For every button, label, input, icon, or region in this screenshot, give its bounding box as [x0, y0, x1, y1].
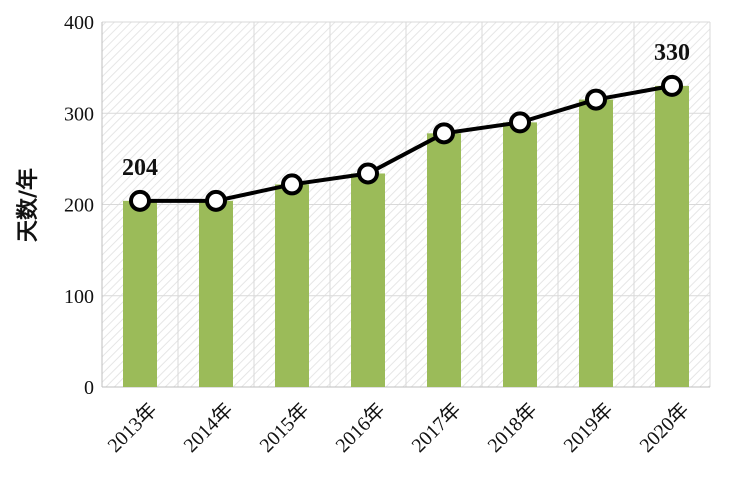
line-marker: [281, 173, 303, 196]
bar: [275, 184, 309, 387]
y-tick-label: 200: [64, 195, 94, 217]
x-tick-label: 2016年: [331, 398, 390, 457]
x-tick-label: 2020年: [635, 398, 694, 457]
bar: [579, 99, 613, 387]
line-marker: [509, 111, 531, 134]
line-series: [129, 74, 683, 212]
x-tick-label: 2015年: [255, 398, 314, 457]
bar: [427, 133, 461, 387]
data-label: 330: [654, 40, 690, 66]
x-tick-label: 2019年: [559, 398, 618, 457]
line-marker: [357, 162, 379, 185]
bar: [503, 122, 537, 387]
x-tick-label: 2018年: [483, 398, 542, 457]
bar: [351, 173, 385, 387]
line-marker: [205, 189, 227, 212]
y-tick-label: 300: [64, 103, 94, 125]
y-tick-label: 0: [84, 377, 94, 399]
line-marker: [433, 122, 455, 145]
line-marker: [585, 88, 607, 111]
bar: [123, 200, 157, 387]
line-marker: [661, 74, 683, 97]
series-line: [140, 83, 673, 203]
x-tick-label: 2014年: [179, 398, 238, 457]
bar: [655, 85, 689, 387]
data-label: 204: [122, 155, 158, 181]
line-marker: [129, 189, 151, 212]
bars: [123, 85, 689, 387]
bar: [199, 200, 233, 387]
x-tick-label: 2013年: [103, 398, 162, 457]
y-tick-label: 400: [64, 12, 94, 34]
x-tick-label: 2017年: [407, 398, 466, 457]
y-tick-label: 100: [64, 286, 94, 308]
y-axis-label: 天数/年: [15, 168, 41, 242]
